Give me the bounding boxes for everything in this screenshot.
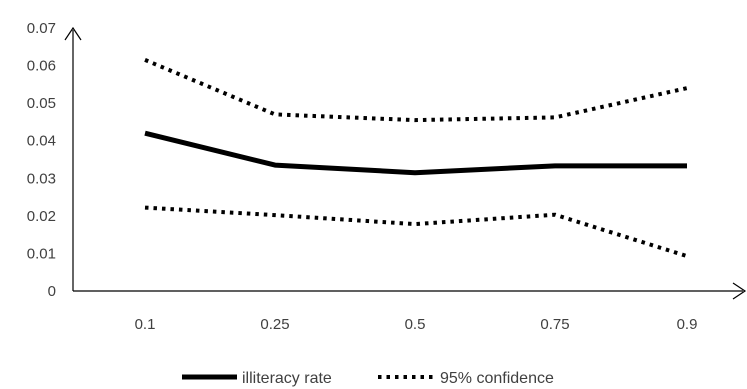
chart-axes (64, 26, 747, 300)
legend-label-illiteracy-rate: illiteracy rate (242, 370, 332, 387)
y-tick-label: 0.02 (27, 208, 56, 225)
x-tick-label: 0.9 (677, 316, 698, 333)
series-line-lower-confidence (144, 205, 688, 259)
x-tick-label: 0.5 (405, 316, 426, 333)
y-tick-label: 0.06 (27, 58, 56, 75)
y-tick-label: 0.07 (27, 20, 56, 37)
x-axis-arrow (732, 282, 747, 300)
series-line-upper-confidence (144, 58, 688, 123)
series-line-illiteracy-rate (144, 130, 687, 176)
y-tick-label: 0.03 (27, 170, 56, 187)
series-lines (144, 58, 688, 259)
x-axis-ticks: 0.1 0.25 0.5 0.75 0.9 (135, 316, 698, 333)
y-axis-ticks: 0 0.01 0.02 0.03 0.04 0.05 0.06 0.07 (27, 20, 56, 300)
y-tick-label: 0.04 (27, 133, 56, 150)
x-tick-label: 0.25 (260, 316, 289, 333)
y-tick-label: 0.05 (27, 95, 56, 112)
y-axis-arrow (64, 26, 82, 41)
legend-label-95-confidence: 95% confidence (440, 370, 554, 387)
x-tick-label: 0.1 (135, 316, 156, 333)
y-tick-label: 0.01 (27, 245, 56, 262)
legend: illiteracy rate 95% confidence (182, 370, 554, 387)
x-tick-label: 0.75 (540, 316, 569, 333)
y-tick-label: 0 (48, 283, 56, 300)
